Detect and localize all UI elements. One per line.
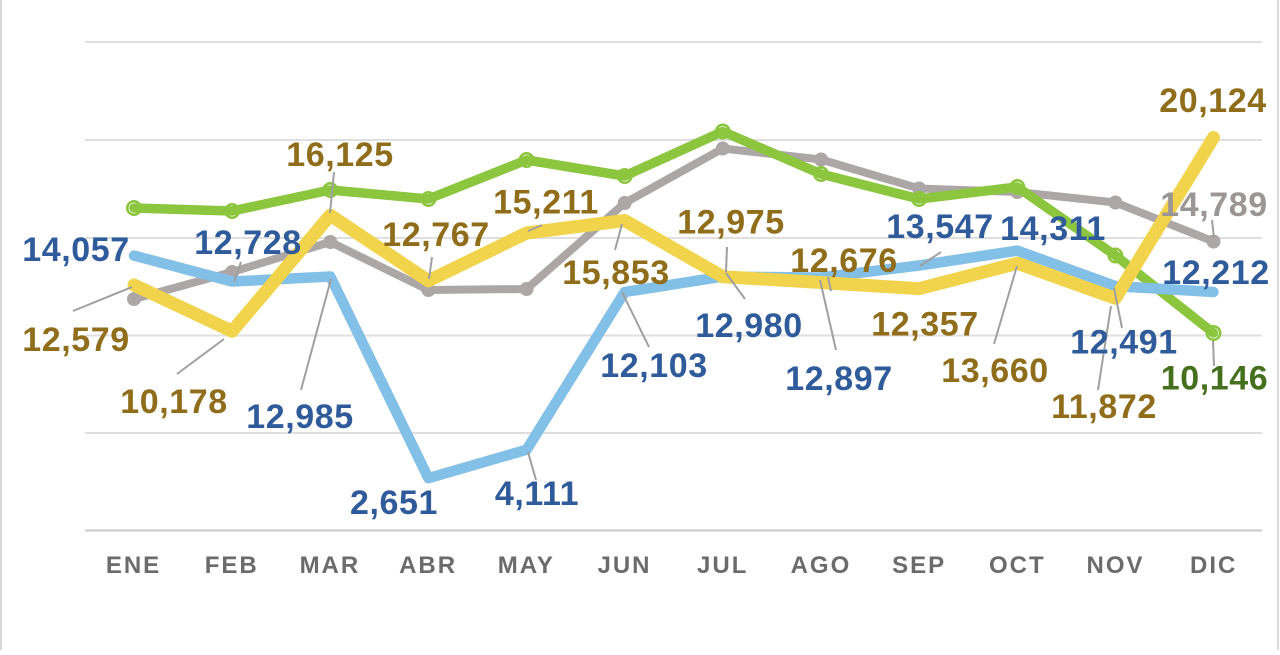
svg-text:10,178: 10,178	[120, 383, 228, 421]
svg-text:12,767: 12,767	[382, 216, 490, 254]
svg-text:MAY: MAY	[498, 552, 555, 579]
svg-text:12,103: 12,103	[600, 347, 708, 385]
svg-text:DIC: DIC	[1190, 552, 1237, 579]
svg-text:AGO: AGO	[791, 552, 852, 579]
svg-text:12,728: 12,728	[194, 224, 302, 262]
svg-text:FEB: FEB	[205, 552, 259, 579]
svg-text:15,211: 15,211	[493, 184, 599, 222]
svg-text:20,124: 20,124	[1159, 82, 1267, 120]
svg-text:16,125: 16,125	[286, 136, 394, 174]
svg-text:ABR: ABR	[399, 552, 457, 579]
svg-text:12,676: 12,676	[790, 242, 898, 280]
svg-text:10,146: 10,146	[1161, 360, 1269, 398]
svg-text:NOV: NOV	[1086, 552, 1144, 579]
svg-text:14,789: 14,789	[1160, 186, 1268, 224]
svg-text:OCT: OCT	[989, 552, 1046, 579]
svg-text:11,872: 11,872	[1051, 388, 1157, 426]
svg-text:12,897: 12,897	[785, 360, 893, 398]
svg-text:13,660: 13,660	[941, 352, 1049, 390]
svg-text:12,975: 12,975	[677, 204, 785, 242]
svg-text:12,357: 12,357	[871, 306, 979, 344]
svg-text:14,311: 14,311	[1000, 210, 1106, 248]
svg-text:MAR: MAR	[300, 552, 361, 579]
svg-text:12,579: 12,579	[22, 321, 130, 359]
svg-text:12,980: 12,980	[695, 307, 803, 345]
svg-text:JUL: JUL	[697, 552, 748, 579]
svg-text:12,491: 12,491	[1070, 324, 1178, 362]
svg-text:14,057: 14,057	[22, 231, 130, 269]
svg-text:15,853: 15,853	[562, 254, 670, 292]
svg-text:13,547: 13,547	[886, 208, 994, 246]
svg-text:SEP: SEP	[892, 552, 946, 579]
svg-text:12,985: 12,985	[246, 398, 354, 436]
svg-text:12,212: 12,212	[1162, 254, 1270, 292]
svg-text:ENE: ENE	[106, 552, 161, 579]
svg-text:2,651: 2,651	[350, 484, 438, 522]
svg-text:4,111: 4,111	[495, 475, 579, 513]
svg-text:JUN: JUN	[597, 552, 651, 579]
